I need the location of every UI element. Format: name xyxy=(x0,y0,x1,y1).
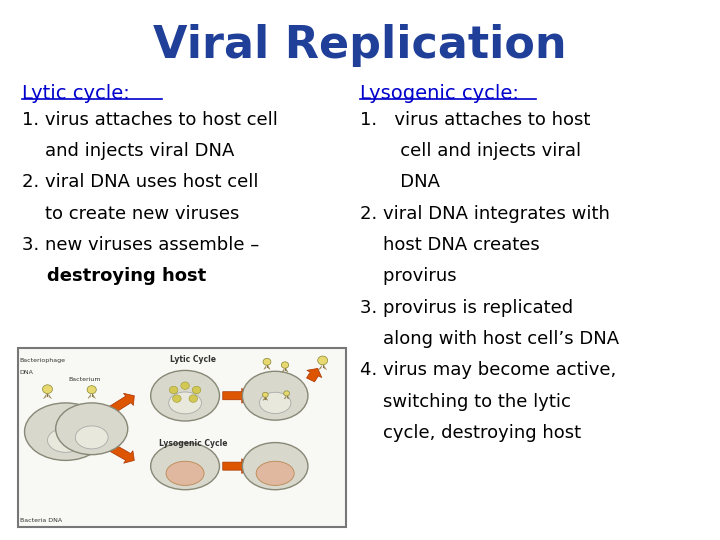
Ellipse shape xyxy=(48,428,84,453)
Text: Lysogenic cycle:: Lysogenic cycle: xyxy=(360,84,519,103)
Text: 2. viral DNA uses host cell: 2. viral DNA uses host cell xyxy=(22,173,258,191)
Ellipse shape xyxy=(55,403,127,455)
Bar xyxy=(18,348,346,526)
FancyArrow shape xyxy=(307,368,322,382)
Text: to create new viruses: to create new viruses xyxy=(22,205,239,222)
Text: cell and injects viral: cell and injects viral xyxy=(360,142,581,160)
Text: Lysogenic Cycle: Lysogenic Cycle xyxy=(159,439,228,448)
Circle shape xyxy=(318,356,328,365)
Ellipse shape xyxy=(166,461,204,485)
Text: 4. virus may become active,: 4. virus may become active, xyxy=(360,361,616,379)
Circle shape xyxy=(173,395,181,402)
FancyArrow shape xyxy=(222,388,249,403)
Circle shape xyxy=(263,392,269,397)
Ellipse shape xyxy=(150,370,220,421)
Text: Lytic cycle:: Lytic cycle: xyxy=(22,84,130,103)
Text: switching to the lytic: switching to the lytic xyxy=(360,393,571,410)
Ellipse shape xyxy=(76,426,108,449)
Text: Lytic Cycle: Lytic Cycle xyxy=(170,355,216,364)
Text: destroying host: destroying host xyxy=(22,267,206,285)
Circle shape xyxy=(284,391,289,396)
Text: Bacteria DNA: Bacteria DNA xyxy=(19,518,62,523)
Text: 1.   virus attaches to host: 1. virus attaches to host xyxy=(360,111,590,129)
Ellipse shape xyxy=(24,403,107,461)
Text: DNA: DNA xyxy=(19,370,34,375)
Text: provirus: provirus xyxy=(360,267,456,285)
Circle shape xyxy=(192,386,201,394)
Text: host DNA creates: host DNA creates xyxy=(360,236,540,254)
Circle shape xyxy=(169,386,178,394)
Text: along with host cell’s DNA: along with host cell’s DNA xyxy=(360,330,619,348)
Circle shape xyxy=(189,395,197,402)
Circle shape xyxy=(282,362,289,368)
Circle shape xyxy=(87,386,96,394)
Text: Viral Replication: Viral Replication xyxy=(153,24,567,68)
Circle shape xyxy=(263,359,271,365)
FancyArrow shape xyxy=(107,443,135,463)
Text: 2. viral DNA integrates with: 2. viral DNA integrates with xyxy=(360,205,610,222)
Text: Bacteriophage: Bacteriophage xyxy=(19,359,66,363)
Circle shape xyxy=(42,385,53,394)
Text: DNA: DNA xyxy=(360,173,440,191)
Ellipse shape xyxy=(243,443,308,490)
Text: cycle, destroying host: cycle, destroying host xyxy=(360,424,581,442)
Circle shape xyxy=(181,382,189,389)
FancyArrow shape xyxy=(222,458,249,474)
Text: 1. virus attaches to host cell: 1. virus attaches to host cell xyxy=(22,111,277,129)
Text: and injects viral DNA: and injects viral DNA xyxy=(22,142,234,160)
Text: 3. new viruses assemble –: 3. new viruses assemble – xyxy=(22,236,259,254)
Text: Bacterium: Bacterium xyxy=(69,377,102,382)
FancyArrow shape xyxy=(107,393,135,415)
Ellipse shape xyxy=(150,443,220,490)
Ellipse shape xyxy=(259,392,291,414)
Ellipse shape xyxy=(256,461,294,485)
Text: 3. provirus is replicated: 3. provirus is replicated xyxy=(360,299,573,316)
Ellipse shape xyxy=(168,392,202,414)
Ellipse shape xyxy=(243,372,308,420)
